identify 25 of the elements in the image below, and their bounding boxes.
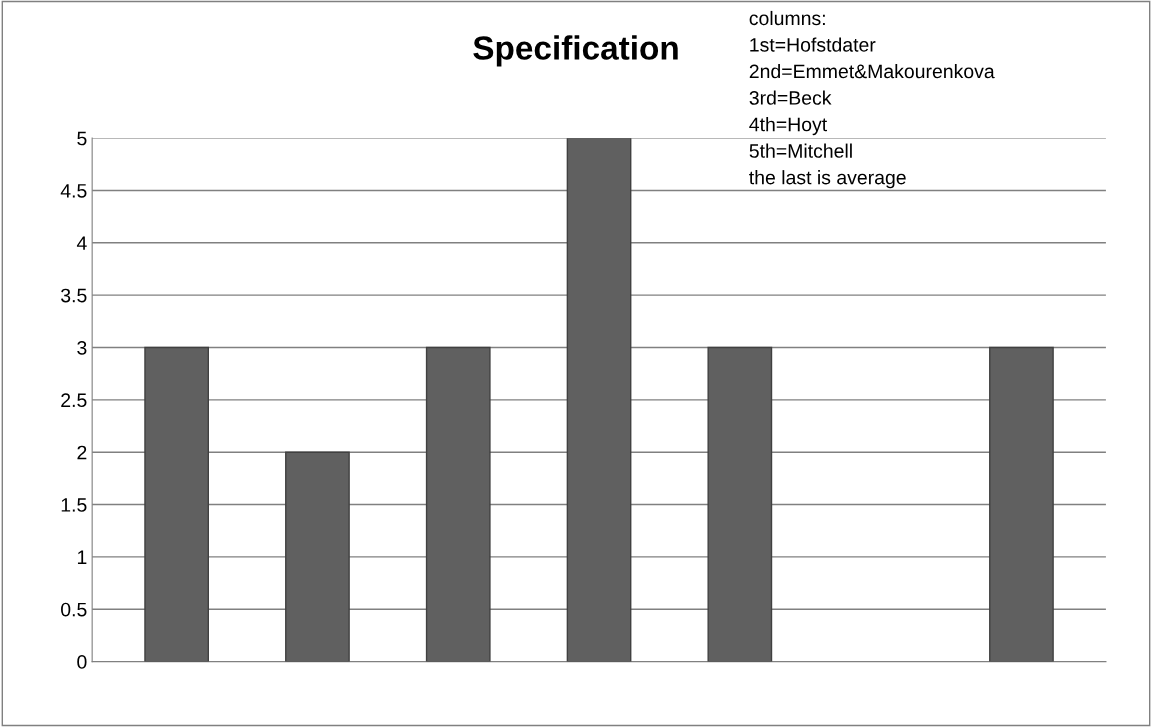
y-tick-label: 0.5 [61,602,87,617]
annotation: the last is average [749,170,906,189]
y-tick-label: 4.5 [60,184,87,198]
y-tick-label: 5 [77,131,87,146]
text: 3rd=Beck [749,90,832,105]
y-tick-label: 1 [77,550,87,564]
bar [144,346,210,662]
text: 4th=Hoyt [749,117,828,136]
y-tick-label: 3 [77,340,87,355]
y-tick-label: 2.5 [61,393,87,408]
bar [425,346,491,662]
y-tick-label: 3.5 [61,288,87,303]
text: columns: [749,10,825,26]
y-tick-label: 4 [76,236,87,250]
annotation: 5th=Mitchell [749,143,852,158]
y-tick-label: 2 [77,445,87,460]
y-tick-label: 1.5 [61,498,87,512]
chart-title: Specification [473,35,678,67]
bar [989,346,1054,662]
text: 1st=Hofstdater [750,37,876,52]
y-tick-label: 0 [77,655,87,669]
bar [707,346,773,662]
text: 2nd=Emmet&Makourenkova [749,63,995,79]
bar [285,451,350,662]
bar [566,138,632,662]
